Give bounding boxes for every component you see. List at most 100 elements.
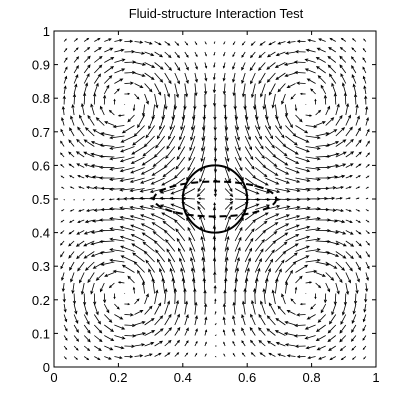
velocity-arrow bbox=[142, 146, 155, 157]
velocity-arrow bbox=[109, 237, 125, 242]
velocity-arrow bbox=[340, 356, 347, 361]
velocity-arrow bbox=[174, 339, 180, 347]
velocity-arrow bbox=[251, 299, 256, 315]
velocity-arrow bbox=[244, 135, 252, 151]
x-tick-label: 0.4 bbox=[174, 370, 192, 385]
velocity-arrow bbox=[255, 212, 269, 221]
velocity-arrow bbox=[351, 74, 357, 84]
velocity-arrow bbox=[213, 201, 217, 210]
velocity-arrow bbox=[93, 303, 99, 316]
velocity-arrow bbox=[162, 167, 176, 178]
velocity-arrow bbox=[77, 219, 85, 223]
velocity-arrow bbox=[333, 92, 337, 105]
velocity-arrow bbox=[329, 356, 336, 361]
velocity-arrow bbox=[164, 300, 170, 315]
velocity-arrow bbox=[134, 83, 144, 89]
velocity-arrow bbox=[274, 62, 286, 68]
velocity-arrow bbox=[232, 83, 236, 97]
velocity-arrow bbox=[305, 227, 321, 231]
velocity-arrow bbox=[183, 288, 187, 305]
velocity-arrow bbox=[250, 313, 256, 326]
velocity-arrow bbox=[351, 314, 357, 324]
velocity-arrow bbox=[284, 104, 289, 117]
velocity-arrow bbox=[335, 282, 340, 295]
velocity-arrow bbox=[305, 217, 321, 221]
velocity-arrow bbox=[353, 293, 358, 305]
velocity-arrow bbox=[176, 146, 186, 161]
velocity-arrow bbox=[213, 177, 218, 194]
velocity-arrow bbox=[130, 224, 145, 231]
velocity-arrow bbox=[165, 238, 176, 252]
velocity-arrow bbox=[234, 135, 241, 152]
velocity-arrow bbox=[250, 51, 256, 59]
velocity-arrow bbox=[92, 198, 95, 201]
velocity-arrow bbox=[82, 92, 87, 105]
velocity-arrows bbox=[59, 37, 371, 361]
velocity-arrow bbox=[201, 114, 206, 131]
velocity-arrow bbox=[305, 167, 321, 171]
velocity-arrow bbox=[159, 196, 175, 200]
velocity-arrow bbox=[355, 197, 360, 200]
velocity-arrow bbox=[155, 135, 166, 149]
velocity-arrow bbox=[178, 247, 186, 263]
velocity-arrow bbox=[200, 235, 206, 252]
velocity-arrow bbox=[119, 156, 135, 163]
velocity-arrow bbox=[318, 356, 326, 360]
velocity-arrow bbox=[175, 156, 186, 170]
velocity-arrow bbox=[163, 156, 176, 169]
velocity-arrow bbox=[295, 135, 310, 143]
velocity-arrow bbox=[222, 303, 227, 315]
velocity-arrow bbox=[233, 93, 237, 110]
y-tick-label: 0.3 bbox=[32, 259, 50, 274]
velocity-arrow bbox=[119, 206, 135, 210]
velocity-arrow bbox=[151, 277, 155, 294]
velocity-arrow bbox=[275, 259, 285, 273]
velocity-arrow bbox=[76, 230, 85, 235]
velocity-arrow bbox=[212, 72, 216, 81]
velocity-arrow bbox=[73, 38, 78, 42]
velocity-arrow bbox=[268, 352, 276, 357]
velocity-arrow bbox=[63, 38, 67, 42]
velocity-arrow bbox=[204, 51, 207, 57]
velocity-arrow bbox=[141, 156, 155, 166]
velocity-arrow bbox=[114, 58, 126, 63]
velocity-arrow bbox=[194, 328, 198, 336]
velocity-arrow bbox=[193, 93, 197, 110]
velocity-arrow bbox=[351, 345, 357, 351]
velocity-arrow bbox=[109, 156, 125, 161]
velocity-arrow bbox=[265, 156, 278, 167]
velocity-arrow bbox=[69, 127, 75, 137]
y-tick-label: 0.9 bbox=[32, 58, 50, 73]
velocity-arrow bbox=[299, 92, 306, 95]
velocity-arrow bbox=[315, 196, 329, 201]
velocity-arrow bbox=[174, 51, 180, 59]
velocity-arrow bbox=[174, 62, 181, 72]
x-tick-label: 0.6 bbox=[238, 370, 256, 385]
velocity-arrow bbox=[275, 156, 289, 166]
velocity-arrow bbox=[328, 73, 337, 84]
velocity-arrow bbox=[194, 301, 198, 315]
velocity-arrow bbox=[305, 177, 321, 181]
velocity-arrow bbox=[213, 104, 217, 121]
velocity-arrow bbox=[286, 309, 296, 315]
velocity-arrow bbox=[130, 156, 145, 164]
velocity-arrow bbox=[345, 282, 350, 295]
velocity-arrow bbox=[264, 125, 274, 140]
velocity-arrow bbox=[127, 114, 135, 123]
velocity-arrow bbox=[61, 282, 65, 293]
velocity-arrow bbox=[76, 138, 85, 147]
velocity-arrow bbox=[63, 314, 68, 323]
velocity-arrow bbox=[73, 314, 79, 324]
velocity-arrow bbox=[264, 249, 275, 263]
velocity-arrow bbox=[234, 236, 242, 252]
velocity-arrow bbox=[335, 208, 344, 212]
velocity-arrow bbox=[73, 345, 79, 351]
velocity-arrow bbox=[164, 327, 173, 336]
velocity-arrow bbox=[98, 228, 115, 233]
velocity-arrow bbox=[294, 70, 306, 75]
velocity-arrow bbox=[99, 105, 105, 116]
velocity-arrow bbox=[63, 345, 68, 350]
velocity-arrow bbox=[325, 219, 339, 223]
velocity-arrow bbox=[222, 62, 226, 69]
velocity-arrow bbox=[315, 282, 322, 289]
